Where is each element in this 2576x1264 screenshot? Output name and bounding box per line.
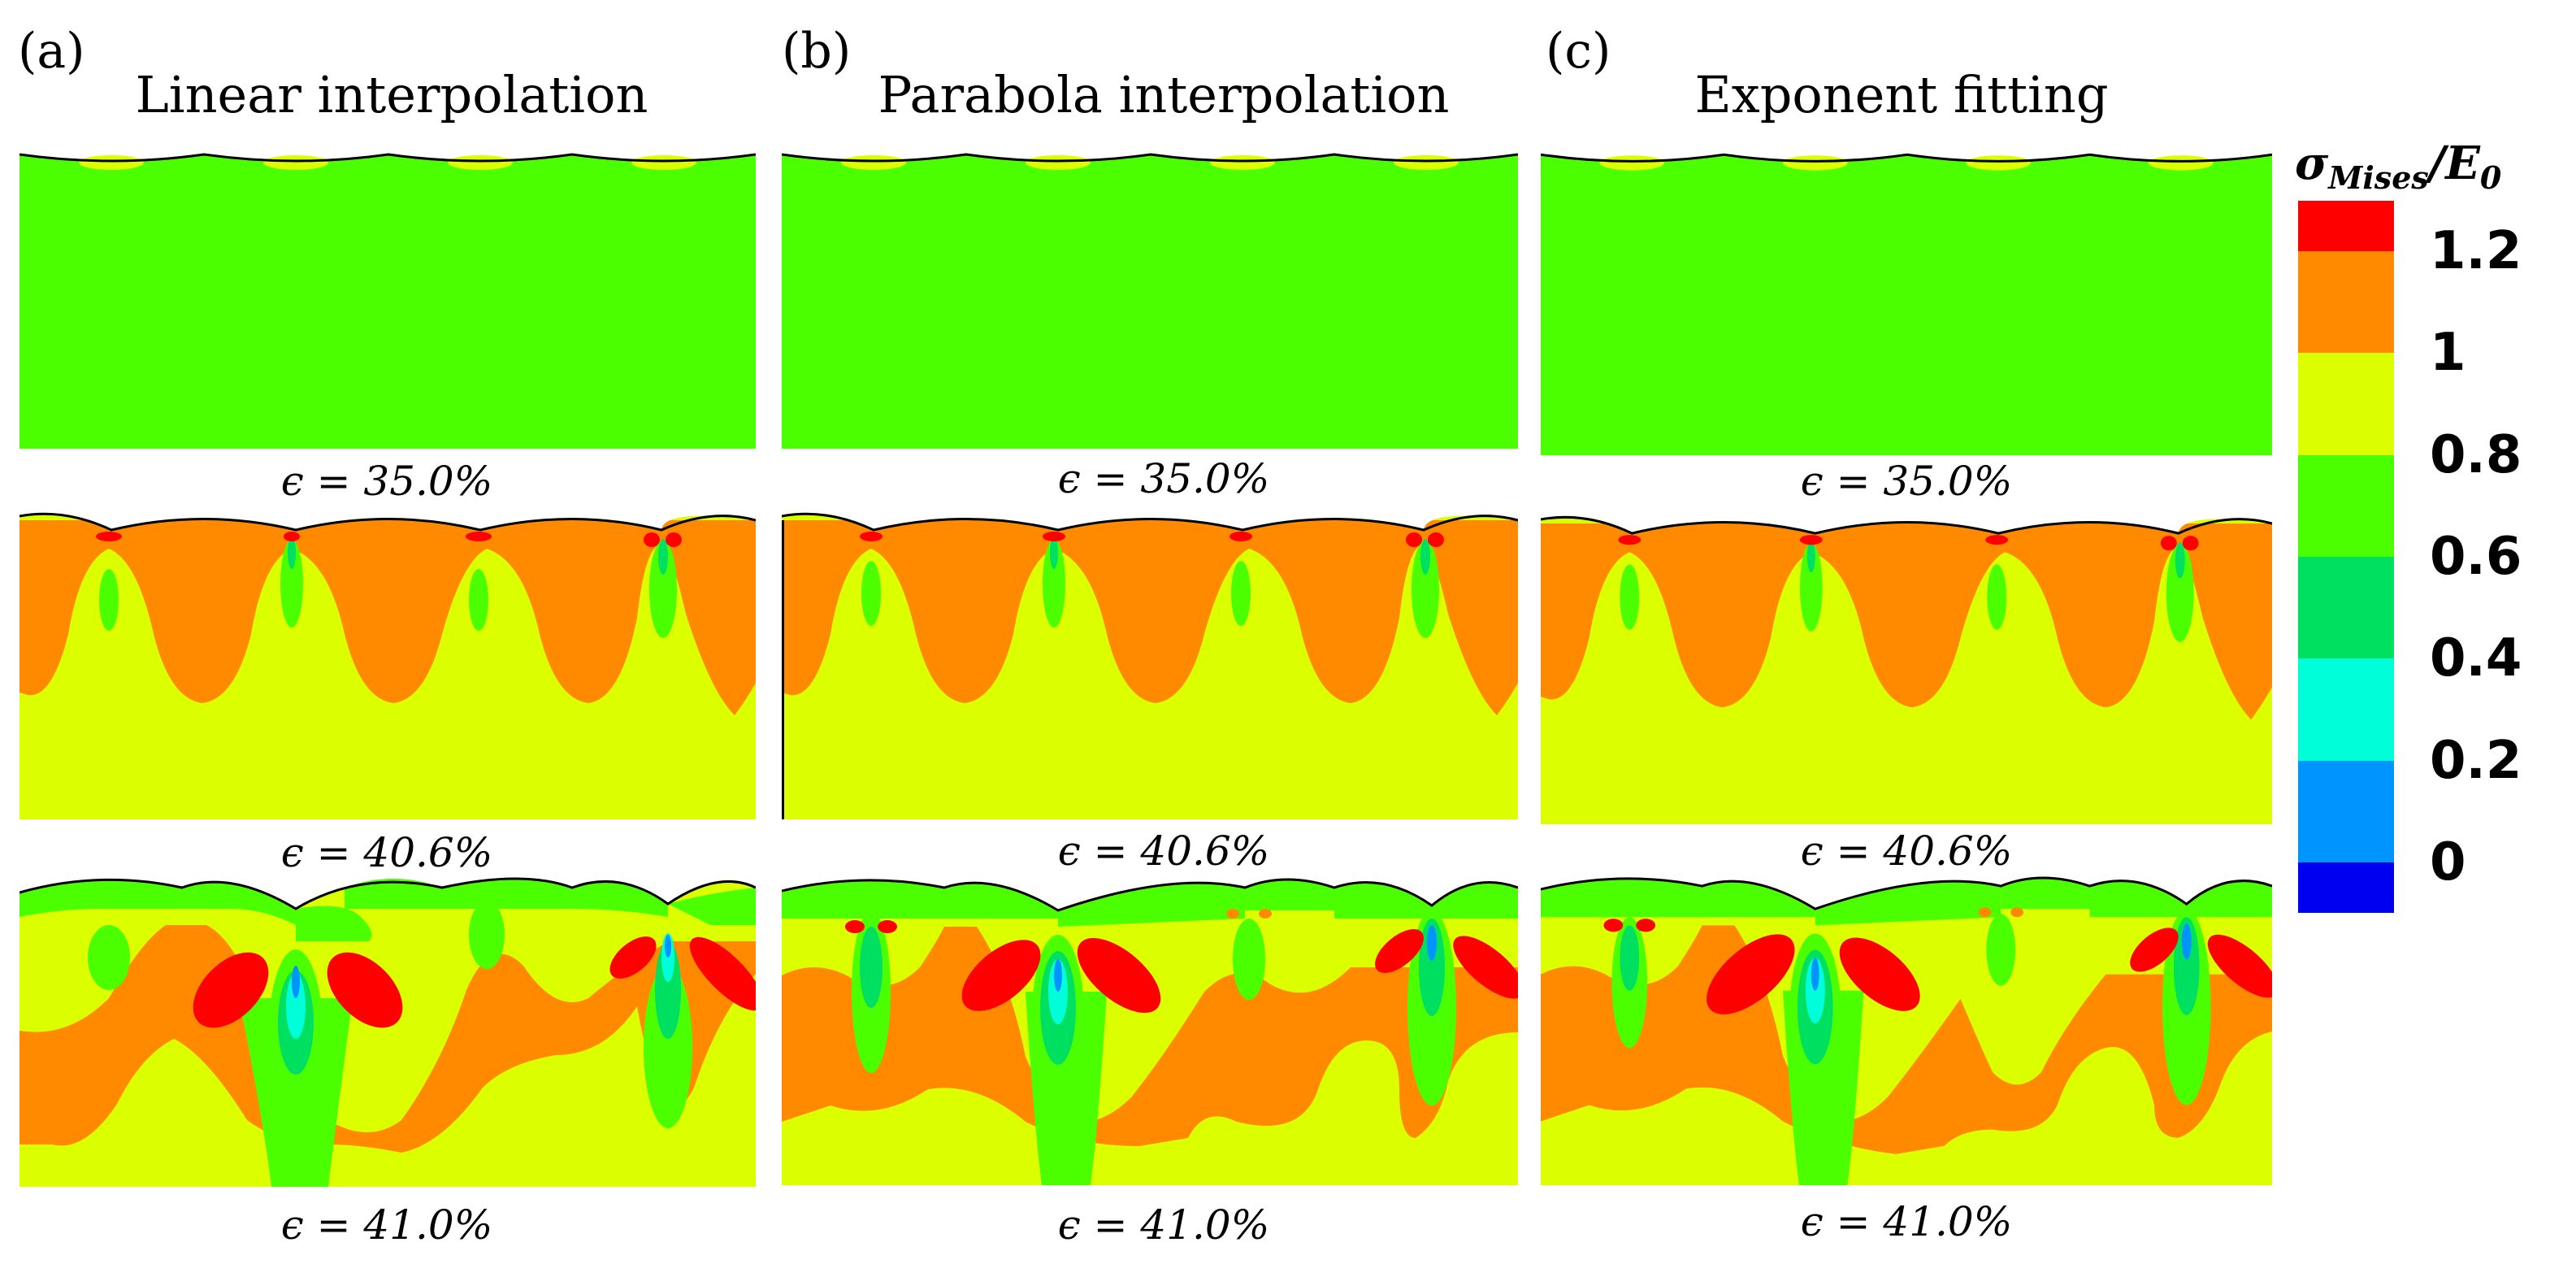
colorbar-title-sub2: 0 — [2479, 159, 2502, 197]
colorbar-segment — [2298, 658, 2394, 761]
colorbar-segment — [2298, 862, 2394, 913]
colorbar-tick-label: 0.2 — [2430, 730, 2522, 791]
contour-b-row1 — [782, 146, 1518, 449]
colorbar-tick-label: 0.4 — [2430, 628, 2522, 689]
strain-b-row2: ϵ = 40.6% — [1057, 827, 1270, 875]
colorbar — [2298, 201, 2394, 913]
contour-c-row1 — [1541, 146, 2272, 455]
colorbar-tick-label: 0.6 — [2430, 527, 2522, 587]
panel-b-letter: (b) — [782, 23, 852, 80]
strain-c-row2: ϵ = 40.6% — [1800, 827, 2013, 875]
colorbar-segment — [2298, 557, 2394, 659]
contour-c-row3 — [1541, 876, 2272, 1185]
colorbar-tick-label: 0 — [2430, 832, 2466, 893]
strain-a-row2: ϵ = 40.6% — [280, 829, 493, 876]
colorbar-title-rest: /E — [2428, 137, 2480, 190]
colorbar-title-sub: Mises — [2328, 159, 2429, 197]
colorbar-segment — [2298, 760, 2394, 862]
contour-a-row2 — [20, 512, 756, 819]
strain-c-row1: ϵ = 35.0% — [1800, 458, 2013, 505]
contour-b-row3 — [782, 878, 1518, 1185]
colorbar-segment — [2298, 353, 2394, 455]
strain-b-row3: ϵ = 41.0% — [1057, 1201, 1270, 1249]
colorbar-segment — [2298, 454, 2394, 557]
contour-c-row2 — [1541, 515, 2272, 824]
panel-b-title: Parabola interpolation — [878, 65, 1450, 124]
strain-c-row3: ϵ = 41.0% — [1800, 1198, 2013, 1245]
colorbar-title-sigma: σ — [2295, 137, 2329, 190]
colorbar-segment — [2298, 251, 2394, 354]
colorbar-tick-label: 1 — [2430, 323, 2466, 384]
panel-a-letter: (a) — [18, 23, 85, 80]
colorbar-tick-label: 0.8 — [2430, 424, 2522, 485]
panel-c-title: Exponent fitting — [1694, 65, 2109, 124]
panel-a-title: Linear interpolation — [135, 65, 648, 124]
strain-b-row1: ϵ = 35.0% — [1057, 455, 1270, 502]
panel-c-letter: (c) — [1546, 23, 1611, 80]
colorbar-title: σMises/E0 — [2295, 137, 2501, 196]
colorbar-tick-label: 1.2 — [2430, 221, 2522, 281]
colorbar-segment — [2298, 201, 2394, 251]
contour-b-row2 — [782, 512, 1518, 819]
strain-a-row1: ϵ = 35.0% — [280, 458, 493, 505]
strain-a-row3: ϵ = 41.0% — [280, 1201, 493, 1249]
contour-a-row1 — [20, 146, 756, 449]
contour-a-row3 — [20, 876, 756, 1187]
